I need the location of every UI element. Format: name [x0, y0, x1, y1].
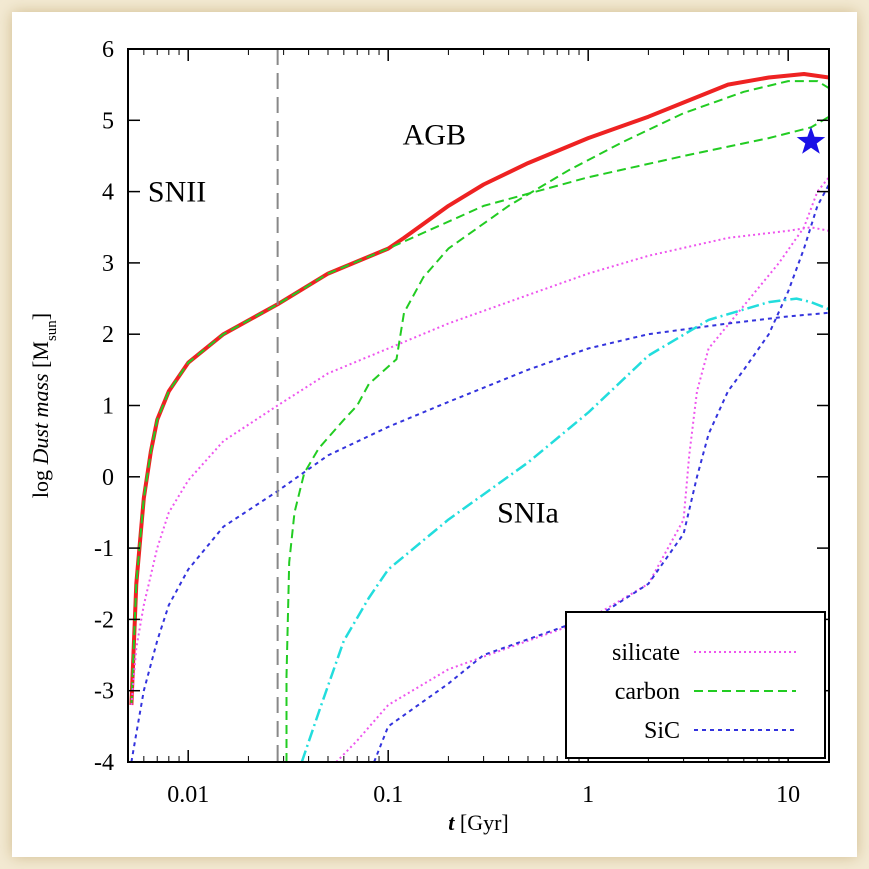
series-layer	[129, 72, 829, 762]
y-tick-label: -4	[94, 750, 114, 776]
x-tick-label: 0.01	[167, 782, 209, 808]
y-axis-title-var: Dust mass	[28, 373, 53, 465]
region-label-snii: SNII	[148, 176, 206, 209]
region-label-agb: AGB	[403, 119, 466, 152]
legend-label-carbon: carbon	[615, 679, 680, 705]
x-tick-label: 0.1	[373, 782, 403, 808]
series-line-silicate-4	[335, 176, 829, 762]
y-axis-title-unit-sub: sun	[44, 320, 60, 341]
series-line-SNIa-7	[300, 297, 829, 762]
y-tick-label: 6	[102, 37, 114, 63]
y-tick-label: -2	[94, 607, 114, 633]
x-axis-title: t [Gyr]	[448, 810, 509, 835]
marker-layer	[796, 126, 826, 154]
x-axis-title-var: t	[448, 810, 455, 835]
region-label-snia: SNIa	[497, 496, 559, 529]
y-tick-label: 0	[102, 465, 114, 491]
series-line-SiC-6	[373, 184, 829, 762]
tick-layer: -4 -3 -2 -1 0 1 2 3 4 5 6 0.01 0.1 1 10	[94, 37, 829, 808]
y-axis-title: log Dust mass [Msun]	[28, 313, 60, 498]
annotation-layer: SNII AGB SNIa	[148, 119, 559, 530]
y-axis-title-unit-close: ]	[28, 313, 53, 320]
series-line-SiC-5	[130, 311, 829, 762]
legend: silicate carbon SiC	[565, 611, 826, 759]
x-axis-title-unit: [Gyr]	[454, 810, 508, 835]
y-tick-label: 3	[102, 251, 114, 277]
legend-label-silicate: silicate	[612, 640, 680, 666]
series-line-total-0	[129, 72, 829, 706]
star-marker-icon	[796, 126, 826, 154]
y-tick-label: 4	[102, 180, 114, 206]
y-tick-label: 5	[102, 108, 114, 134]
y-tick-label: -3	[94, 679, 114, 705]
series-line-carbon-1	[130, 115, 829, 706]
y-axis-title-unit-open: [M	[28, 341, 53, 373]
legend-label-sic: SiC	[644, 718, 680, 744]
x-tick-label: 10	[776, 782, 800, 808]
legend-box	[565, 611, 826, 759]
y-tick-label: -1	[94, 536, 114, 562]
x-tick-label: 1	[582, 782, 594, 808]
y-axis-title-prefix: log	[28, 465, 53, 499]
y-tick-label: 1	[102, 394, 114, 420]
y-tick-label: 2	[102, 322, 114, 348]
